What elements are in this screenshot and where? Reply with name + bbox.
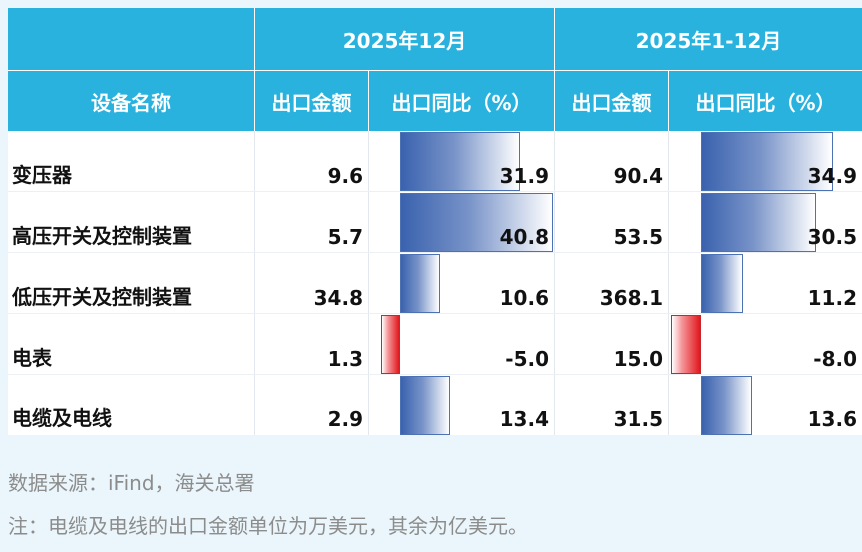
ytd-amount-cell: 53.5: [613, 225, 663, 249]
row-name: 电表: [12, 346, 52, 370]
positive-data-bar: [701, 376, 753, 435]
header-dec-yoy: 出口同比（%）: [369, 71, 554, 131]
dec-yoy-cell: 40.8: [499, 225, 549, 249]
export-table: 2025年12月 2025年1-12月 设备名称 出口金额 出口同比（%） 出口…: [8, 8, 862, 435]
ytd-yoy-cell: -8.0: [813, 347, 857, 371]
ytd-amount-cell: 31.5: [613, 407, 663, 431]
ytd-yoy-cell: 13.6: [807, 407, 857, 431]
row-name: 高压开关及控制装置: [12, 224, 192, 248]
positive-data-bar: [400, 193, 553, 252]
ytd-amount-cell: 368.1: [599, 286, 663, 310]
ytd-yoy-cell: 30.5: [807, 225, 857, 249]
dec-amount-cell: 9.6: [327, 164, 363, 188]
row-name: 电缆及电线: [12, 406, 112, 430]
header-corner: [8, 8, 254, 70]
row-name: 低压开关及控制装置: [12, 285, 192, 309]
ytd-yoy-cell: 34.9: [807, 164, 857, 188]
header-group-ytd: 2025年1-12月: [555, 8, 862, 70]
dec-amount-cell: 1.3: [327, 347, 363, 371]
ytd-amount-cell: 90.4: [613, 164, 663, 188]
dec-amount-cell: 34.8: [313, 286, 363, 310]
header-group-dec: 2025年12月: [255, 8, 554, 70]
header-ytd-amount: 出口金额: [555, 71, 668, 131]
dec-yoy-cell: -5.0: [505, 347, 549, 371]
unit-note: 注：电缆及电线的出口金额单位为万美元，其余为亿美元。: [8, 514, 528, 538]
source-note: 数据来源：iFind，海关总署: [8, 471, 255, 495]
dec-yoy-cell: 31.9: [499, 164, 549, 188]
positive-data-bar: [400, 132, 520, 191]
dec-yoy-cell: 10.6: [499, 286, 549, 310]
positive-data-bar: [701, 254, 744, 313]
dec-amount-cell: 5.7: [327, 225, 363, 249]
dec-amount-cell: 2.9: [327, 407, 363, 431]
negative-data-bar: [670, 315, 701, 374]
header-device-name: 设备名称: [8, 71, 254, 131]
positive-data-bar: [701, 132, 833, 191]
row-name: 变压器: [12, 163, 72, 187]
dec-yoy-cell: 13.4: [499, 407, 549, 431]
ytd-yoy-cell: 11.2: [807, 286, 857, 310]
positive-data-bar: [400, 254, 440, 313]
positive-data-bar: [701, 193, 816, 252]
positive-data-bar: [400, 376, 451, 435]
ytd-amount-cell: 15.0: [613, 347, 663, 371]
negative-data-bar: [381, 315, 400, 374]
header-ytd-yoy: 出口同比（%）: [669, 71, 862, 131]
header-dec-amount: 出口金额: [255, 71, 368, 131]
